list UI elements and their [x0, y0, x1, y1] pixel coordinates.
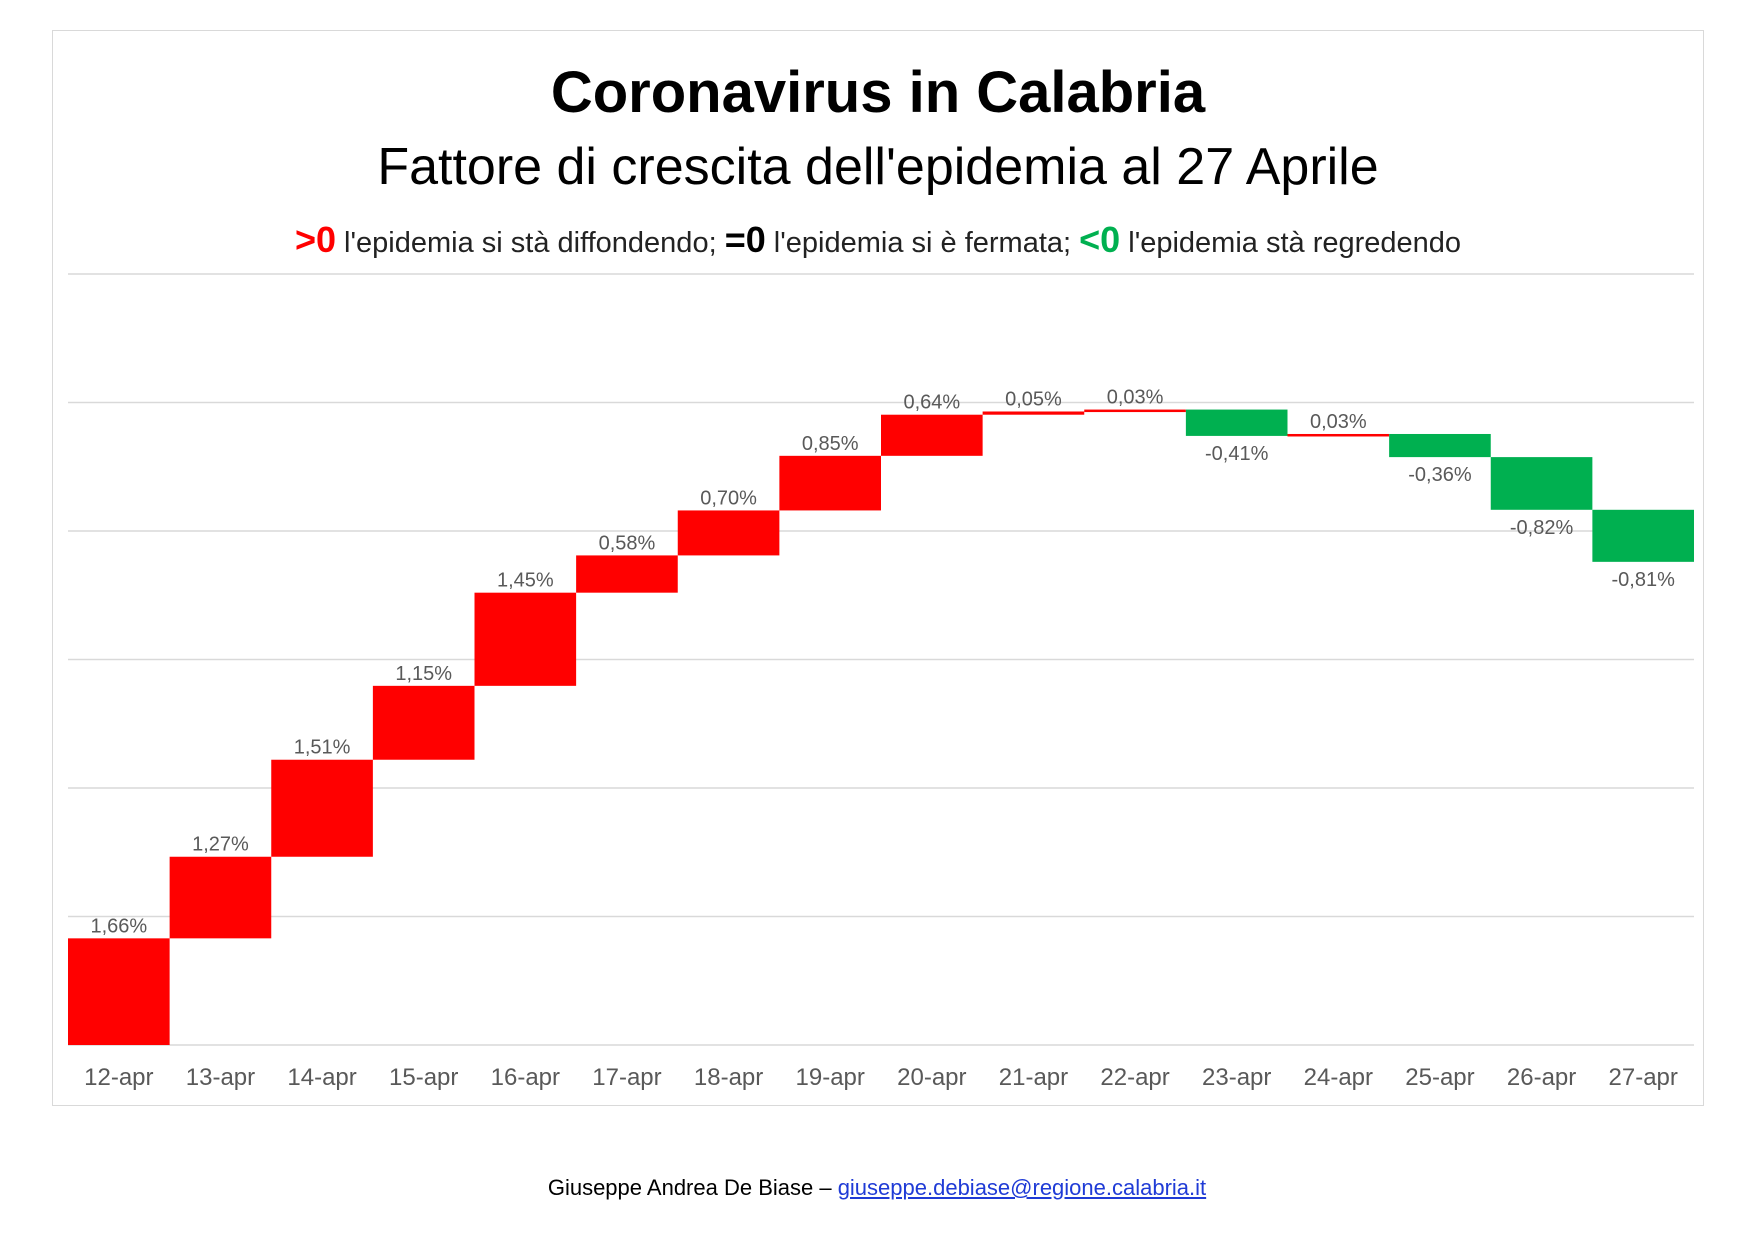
chart-legend: >0 l'epidemia si stà diffondendo; =0 l'e…	[53, 219, 1703, 261]
data-label-20-apr: 0,64%	[903, 392, 960, 414]
bar-14-apr	[271, 759, 373, 857]
bar-27-apr	[1592, 509, 1694, 562]
data-label-17-apr: 0,58%	[599, 532, 656, 554]
data-label-24-apr: 0,03%	[1310, 411, 1367, 433]
legend-positive-text: l'epidemia si stà diffondendo;	[335, 227, 725, 259]
legend-zero-text: l'epidemia si è fermata;	[765, 227, 1080, 259]
data-label-14-apr: 1,51%	[294, 737, 351, 759]
bar-19-apr	[779, 455, 881, 511]
x-tick-26-apr: 26-apr	[1507, 1064, 1576, 1091]
bar-21-apr	[982, 411, 1085, 415]
legend-positive-symbol: >0	[294, 219, 336, 260]
x-tick-16-apr: 16-apr	[491, 1064, 560, 1091]
footer-email-link[interactable]: giuseppe.debiase@regione.calabria.it	[837, 1175, 1207, 1200]
bar-13-apr	[169, 856, 272, 939]
x-tick-24-apr: 24-apr	[1304, 1064, 1373, 1091]
data-label-22-apr: 0,03%	[1107, 387, 1164, 409]
bar-23-apr	[1185, 409, 1288, 436]
data-label-25-apr: -0,36%	[1408, 464, 1472, 486]
bar-25-apr	[1389, 433, 1491, 458]
chart-frame: Coronavirus in Calabria Fattore di cresc…	[52, 30, 1704, 1106]
data-label-13-apr: 1,27%	[192, 834, 249, 856]
bar-18-apr	[677, 510, 780, 556]
x-tick-19-apr: 19-apr	[796, 1064, 865, 1091]
x-tick-18-apr: 18-apr	[694, 1064, 763, 1091]
bar-20-apr	[881, 414, 983, 456]
bar-24-apr	[1287, 433, 1390, 437]
x-tick-21-apr: 21-apr	[999, 1064, 1068, 1091]
footer: Giuseppe Andrea De Biase – giuseppe.debi…	[0, 1175, 1754, 1201]
waterfall-chart: 1,66% 12-apr 1,27% 13-apr 1,51% 14-apr 1,15% 15…	[68, 273, 1694, 1091]
x-tick-13-apr: 13-apr	[186, 1064, 255, 1091]
x-tick-22-apr: 22-apr	[1100, 1064, 1169, 1091]
legend-negative-text: l'epidemia stà regredendo	[1120, 227, 1462, 259]
x-tick-23-apr: 23-apr	[1202, 1064, 1271, 1091]
data-label-26-apr: -0,82%	[1510, 517, 1574, 539]
data-label-27-apr: -0,81%	[1612, 569, 1676, 591]
bar-15-apr	[372, 685, 475, 760]
data-label-21-apr: 0,05%	[1005, 388, 1062, 410]
data-label-12-apr: 1,66%	[90, 915, 147, 937]
x-tick-17-apr: 17-apr	[592, 1064, 661, 1091]
x-tick-14-apr: 14-apr	[287, 1064, 356, 1091]
bar-22-apr	[1084, 409, 1186, 413]
legend-negative-symbol: <0	[1079, 219, 1121, 260]
bar-16-apr	[474, 592, 577, 686]
footer-author: Giuseppe Andrea De Biase –	[547, 1175, 838, 1200]
bar-12-apr	[68, 938, 170, 1045]
data-label-16-apr: 1,45%	[497, 570, 554, 592]
x-tick-27-apr: 27-apr	[1609, 1064, 1678, 1091]
chart-subtitle: Fattore di crescita dell'epidemia al 27 …	[377, 138, 1379, 196]
data-label-19-apr: 0,85%	[802, 433, 859, 455]
data-label-23-apr: -0,41%	[1205, 443, 1269, 465]
data-label-18-apr: 0,70%	[700, 487, 757, 509]
x-tick-15-apr: 15-apr	[389, 1064, 458, 1091]
bar-26-apr	[1490, 457, 1593, 510]
data-label-15-apr: 1,15%	[395, 663, 452, 685]
x-tick-12-apr: 12-apr	[84, 1064, 153, 1091]
x-tick-20-apr: 20-apr	[897, 1064, 966, 1091]
bar-17-apr	[576, 555, 678, 593]
legend-zero-symbol: =0	[724, 219, 766, 260]
chart-title: Coronavirus in Calabria	[550, 60, 1206, 125]
x-tick-25-apr: 25-apr	[1405, 1064, 1474, 1091]
